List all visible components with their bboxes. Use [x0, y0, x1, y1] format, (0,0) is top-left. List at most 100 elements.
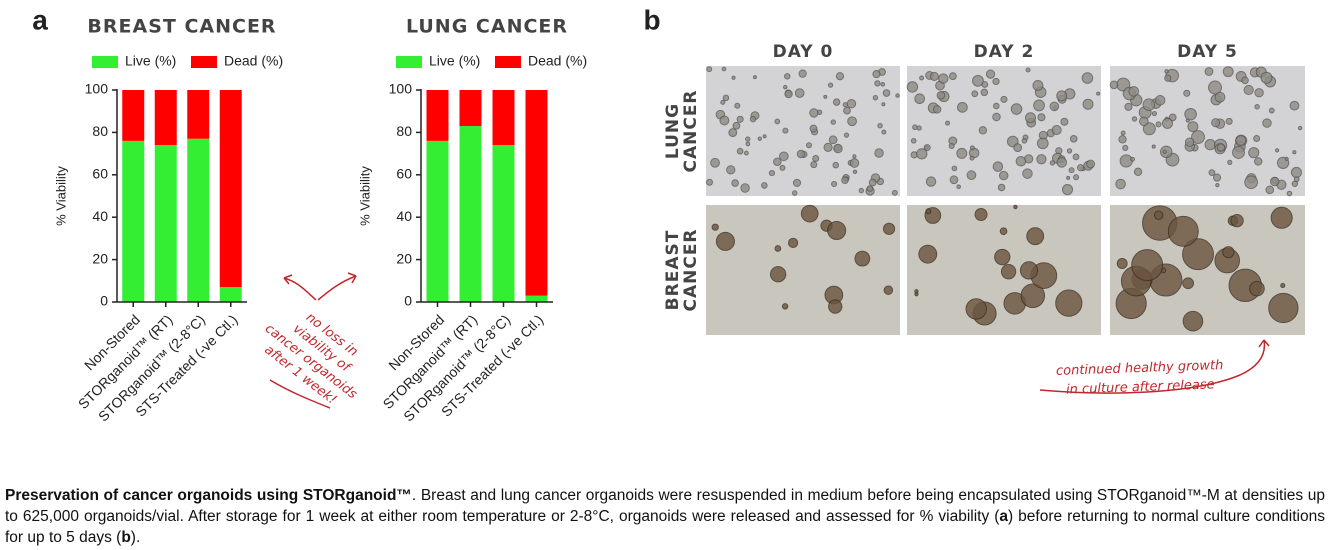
- organoid: [1051, 125, 1062, 136]
- bar-segment: [459, 90, 482, 127]
- organoid: [761, 182, 768, 189]
- organoid: [914, 289, 919, 294]
- organoid: [1161, 117, 1173, 129]
- organoid: [1066, 175, 1071, 180]
- organoid: [1109, 80, 1119, 90]
- bar-segment: [525, 295, 548, 302]
- organoid: [1032, 79, 1044, 91]
- bar-segment: [122, 90, 145, 141]
- organoid: [827, 221, 847, 241]
- column-header: DAY 5: [1177, 42, 1238, 62]
- organoid: [732, 121, 741, 130]
- organoid: [1284, 156, 1289, 161]
- organoid: [706, 178, 713, 186]
- organoid: [1068, 167, 1075, 174]
- micrograph: [706, 66, 900, 196]
- organoid: [831, 180, 838, 188]
- organoid: [981, 81, 989, 88]
- organoid: [791, 190, 798, 196]
- organoid: [1155, 121, 1162, 128]
- organoid: [919, 75, 925, 81]
- organoid: [752, 75, 757, 80]
- organoid: [956, 147, 968, 159]
- organoid: [1232, 146, 1245, 159]
- organoid: [877, 123, 883, 129]
- organoid: [914, 93, 925, 105]
- organoid: [784, 73, 791, 80]
- organoid: [1274, 148, 1280, 153]
- bar-segment: [122, 140, 145, 302]
- organoid: [852, 154, 857, 159]
- organoid: [1185, 118, 1190, 123]
- organoid: [918, 244, 938, 264]
- organoid: [1204, 67, 1214, 76]
- organoid: [906, 81, 919, 93]
- y-tick-label: 0: [100, 293, 108, 309]
- organoid: [1297, 125, 1303, 131]
- organoid: [710, 157, 720, 168]
- organoid: [1184, 107, 1197, 121]
- panel-label: b: [643, 4, 660, 35]
- organoid: [999, 227, 1008, 236]
- organoid: [891, 189, 898, 196]
- organoid: [881, 102, 886, 107]
- organoid: [923, 144, 931, 152]
- bar-segment: [187, 90, 210, 139]
- organoid: [736, 147, 744, 155]
- organoid: [868, 178, 877, 187]
- bar-segment: [219, 90, 242, 288]
- organoid: [798, 69, 807, 78]
- organoid: [949, 175, 959, 185]
- organoid: [1268, 292, 1299, 324]
- annotation-line: in culture after release: [1066, 377, 1215, 397]
- row-header: LUNG: [663, 103, 683, 159]
- organoid: [830, 119, 836, 125]
- organoid: [916, 148, 928, 160]
- organoid: [1077, 164, 1085, 172]
- organoid: [774, 245, 782, 252]
- legend-swatch: [191, 56, 217, 68]
- chart-title: LUNG CANCER: [406, 16, 568, 38]
- organoid: [827, 82, 834, 88]
- micrograph: [1110, 66, 1305, 196]
- organoid: [1116, 258, 1128, 269]
- organoid: [1215, 182, 1220, 188]
- organoid: [852, 169, 858, 175]
- micrograph: [706, 205, 900, 335]
- organoid: [768, 169, 776, 177]
- bar-segment: [426, 90, 449, 141]
- y-tick-label: 20: [396, 250, 412, 266]
- organoid: [1056, 157, 1068, 168]
- organoid: [945, 120, 951, 126]
- organoid: [1260, 71, 1273, 84]
- organoid: [1061, 184, 1074, 196]
- organoid: [1262, 118, 1272, 128]
- organoid: [706, 66, 713, 73]
- organoid: [774, 118, 781, 125]
- organoid: [925, 176, 937, 187]
- legend-swatch: [495, 56, 521, 68]
- organoid: [948, 142, 955, 150]
- organoid: [948, 72, 957, 81]
- row-header: CANCER: [681, 89, 701, 172]
- organoid: [1289, 100, 1300, 111]
- organoid: [843, 106, 851, 115]
- organoid: [1208, 80, 1222, 95]
- organoid: [1213, 173, 1222, 182]
- organoid: [1013, 143, 1023, 153]
- organoid: [974, 208, 988, 221]
- organoid: [1020, 283, 1046, 309]
- organoid: [957, 101, 968, 113]
- organoid: [1072, 153, 1080, 161]
- organoid: [880, 82, 886, 87]
- column-header: DAY 0: [773, 42, 834, 62]
- organoid: [809, 108, 819, 118]
- bar-segment: [492, 90, 515, 146]
- organoid: [1154, 95, 1166, 106]
- organoid: [711, 223, 719, 231]
- y-tick-label: 40: [92, 208, 108, 224]
- organoid: [1211, 118, 1221, 128]
- organoid: [999, 170, 1009, 181]
- legend-label: Live (%): [125, 53, 176, 69]
